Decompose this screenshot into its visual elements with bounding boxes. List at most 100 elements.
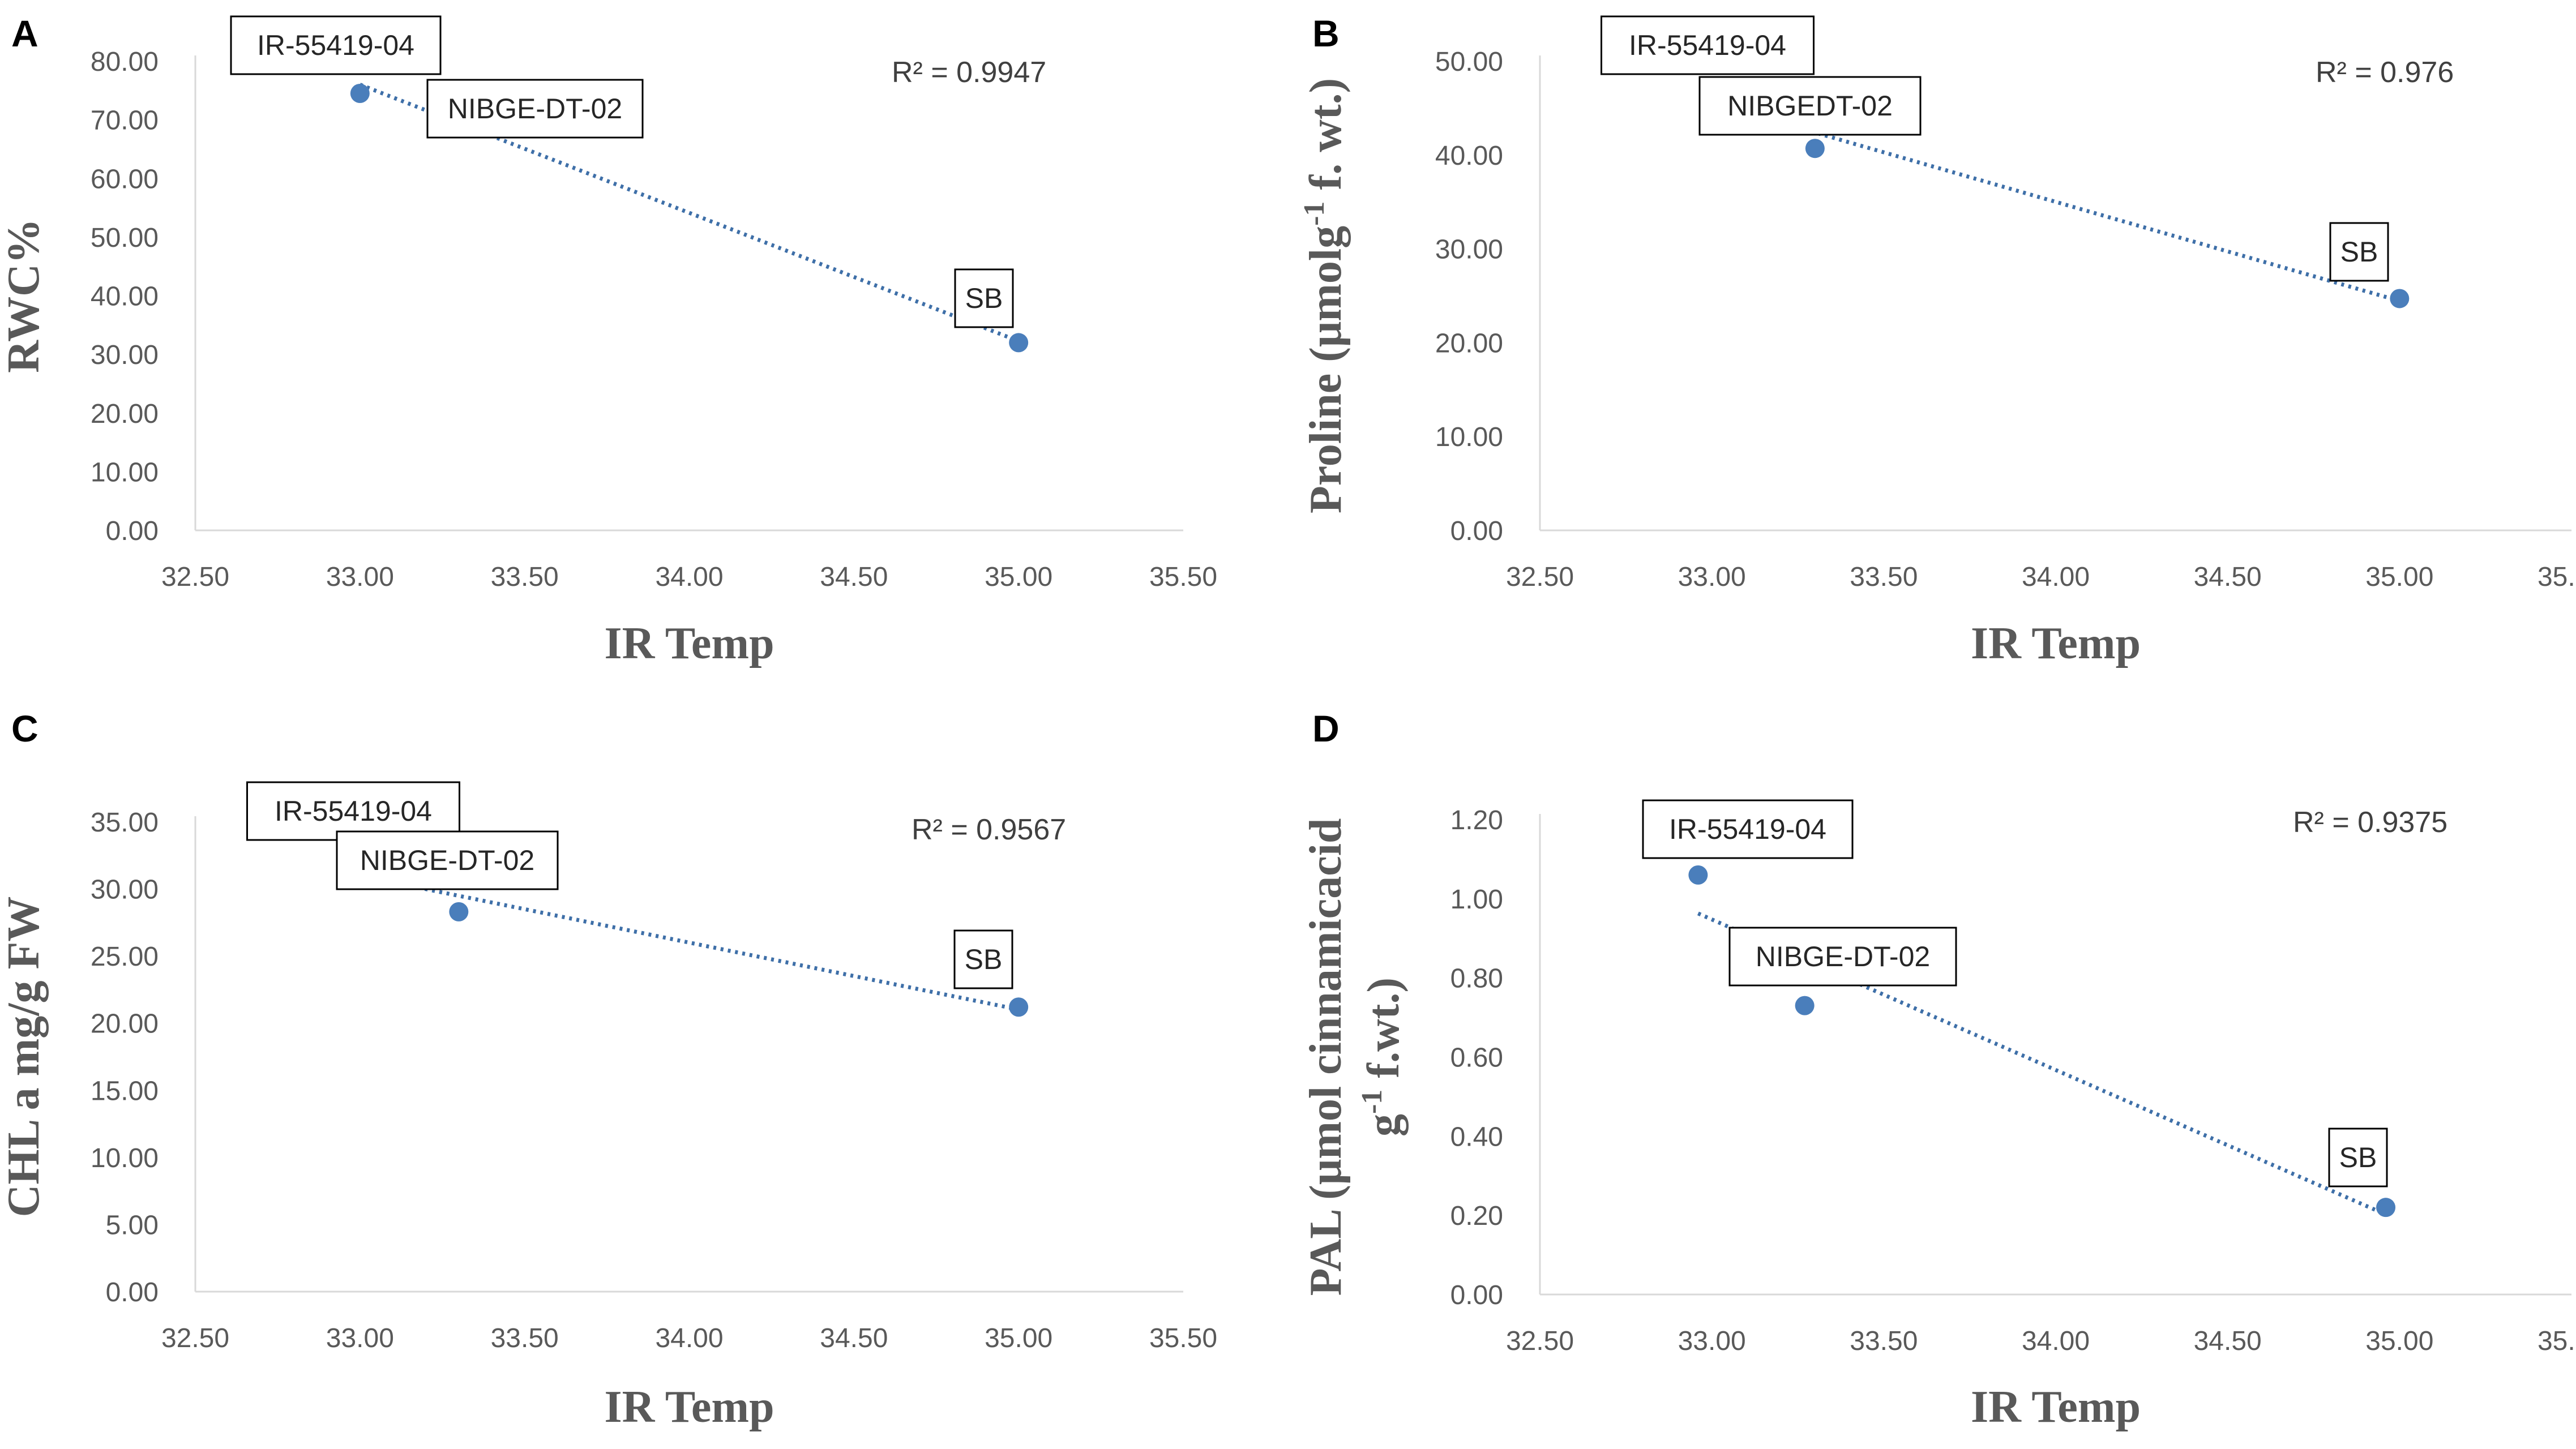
y-axis-title: Proline (μmolg-1 f. wt.) [1298, 78, 1351, 513]
point-label: IR-55419-04 [1642, 799, 1854, 859]
panel-letter: C [11, 708, 38, 749]
point-label-text: IR-55419-04 [275, 795, 432, 827]
y-tick-label: 50.00 [1435, 47, 1503, 77]
point-label-text: IR-55419-04 [257, 29, 414, 61]
x-tick-label: 33.50 [491, 562, 559, 592]
point-label: SB [954, 268, 1014, 328]
data-point [2376, 1198, 2396, 1217]
y-tick-label: 0.60 [1450, 1043, 1503, 1073]
x-tick-label: 34.00 [655, 562, 723, 592]
x-tick-label: 35.00 [2365, 562, 2433, 592]
x-tick-label: 32.50 [161, 1323, 229, 1353]
point-label-box [336, 830, 559, 890]
data-point [1688, 865, 1708, 885]
y-axis-title: PAL (μmol cinnamicacid [1301, 818, 1351, 1296]
x-tick-label: 34.00 [2022, 562, 2090, 592]
y-tick-label: 0.00 [1450, 516, 1503, 546]
point-label-text: NIBGEDT-02 [1727, 90, 1893, 122]
y-tick-label: 0.00 [1450, 1280, 1503, 1310]
data-point [2390, 289, 2410, 308]
y-tick-label: 70.00 [91, 106, 159, 136]
y-tick-label: 0.80 [1450, 964, 1503, 994]
panel-letter: B [1312, 12, 1340, 54]
y-tick-label: 30.00 [91, 340, 159, 370]
x-tick-label: 35.00 [2365, 1326, 2433, 1356]
y-axis-title-line2-main: g [1359, 1114, 1409, 1137]
y-tick-label: 60.00 [91, 164, 159, 194]
x-tick-label: 33.00 [1678, 562, 1746, 592]
x-tick-label: 35.50 [2538, 562, 2576, 592]
data-point [1795, 996, 1815, 1015]
y-axis-title-main: Proline (μmolg [1301, 226, 1351, 513]
point-label-box [1601, 15, 1815, 75]
y-axis-title-tail: f. wt.) [1301, 78, 1351, 202]
chart-panel-c: C 0.00 5.00 10.00 15.00 20.00 25.00 30.00 35.00 3… [0, 708, 1217, 1432]
chart-panel-d: D 0.00 0.20 0.40 0.60 0.80 1.00 1.20 32.50 33.00 3… [1301, 708, 2576, 1432]
y-tick-label: 25.00 [91, 942, 159, 972]
point-label-box [1728, 927, 1957, 987]
data-point [350, 83, 370, 103]
y-tick-label: 5.00 [106, 1210, 159, 1240]
point-label: SB [2329, 222, 2389, 282]
x-axis-title: IR Temp [604, 1382, 774, 1432]
x-tick-label: 33.50 [491, 1323, 559, 1353]
point-label: NIBGE-DT-02 [336, 830, 559, 890]
y-tick-label: 20.00 [91, 1009, 159, 1039]
y-axis-title-line2-tail: f.wt.) [1359, 978, 1409, 1090]
y-tick-label: 10.00 [91, 457, 159, 487]
y-tick-label: 0.40 [1450, 1122, 1503, 1152]
y-tick-label: 1.20 [1450, 805, 1503, 835]
point-label-box [2329, 222, 2389, 282]
point-label: NIBGEDT-02 [1698, 76, 1922, 136]
point-label-box [230, 15, 442, 75]
point-label-text: IR-55419-04 [1669, 813, 1826, 845]
x-tick-label: 34.00 [655, 1323, 723, 1353]
point-label-text: SB [2340, 236, 2378, 268]
chart-panel-a: A 0.00 10.00 20.00 30.00 40.00 50.00 60.00 70.00… [0, 12, 1217, 668]
x-tick-label: 32.50 [1506, 562, 1574, 592]
y-tick-label: 80.00 [91, 47, 159, 77]
r-squared-label: R² = 0.9947 [892, 56, 1046, 89]
r-squared-label: R² = 0.9375 [2293, 806, 2447, 839]
x-axis-title: IR Temp [1971, 619, 2141, 668]
data-point [1805, 139, 1825, 158]
point-label: NIBGE-DT-02 [426, 79, 644, 139]
point-label-text: SB [965, 944, 1003, 975]
y-tick-label: 0.00 [106, 1277, 159, 1307]
point-label-text: NIBGE-DT-02 [1756, 941, 1930, 972]
point-label-box [2328, 1128, 2388, 1188]
data-point [1009, 333, 1029, 353]
y-tick-label: 0.00 [106, 516, 159, 546]
point-label-box [953, 929, 1013, 989]
x-tick-label: 34.50 [2194, 562, 2262, 592]
x-tick-label: 35.00 [985, 1323, 1052, 1353]
x-tick-label: 34.50 [820, 562, 888, 592]
x-tick-label: 34.00 [2022, 1326, 2090, 1356]
x-tick-label: 32.50 [161, 562, 229, 592]
data-point [449, 902, 469, 921]
y-tick-label: 10.00 [91, 1143, 159, 1173]
r-squared-label: R² = 0.976 [2316, 56, 2454, 89]
point-label-text: SB [2339, 1142, 2377, 1173]
y-axis-title-line2-sup: -1 [1356, 1090, 1388, 1114]
point-label-text: IR-55419-04 [1629, 29, 1786, 61]
point-label-box [954, 268, 1014, 328]
point-label: IR-55419-04 [1601, 15, 1815, 75]
y-tick-label: 40.00 [1435, 141, 1503, 171]
x-tick-label: 33.00 [326, 1323, 394, 1353]
x-tick-label: 35.50 [1149, 1323, 1217, 1353]
point-label: NIBGE-DT-02 [1728, 927, 1957, 987]
panel-letter: A [11, 12, 38, 54]
y-axis-title-line2: g-1 f.wt.) [1356, 978, 1409, 1137]
y-tick-label: 0.20 [1450, 1201, 1503, 1231]
x-tick-label: 33.00 [1678, 1326, 1746, 1356]
x-tick-label: 35.00 [985, 562, 1052, 592]
x-tick-label: 34.50 [820, 1323, 888, 1353]
y-axis-title-main: CHL a mg/g FW [0, 897, 49, 1217]
point-label: IR-55419-04 [230, 15, 442, 75]
point-label-box [1642, 799, 1854, 859]
y-tick-label: 30.00 [91, 875, 159, 905]
y-tick-label: 30.00 [1435, 235, 1503, 265]
x-tick-label: 34.50 [2194, 1326, 2262, 1356]
x-axis-title: IR Temp [1971, 1382, 2141, 1432]
